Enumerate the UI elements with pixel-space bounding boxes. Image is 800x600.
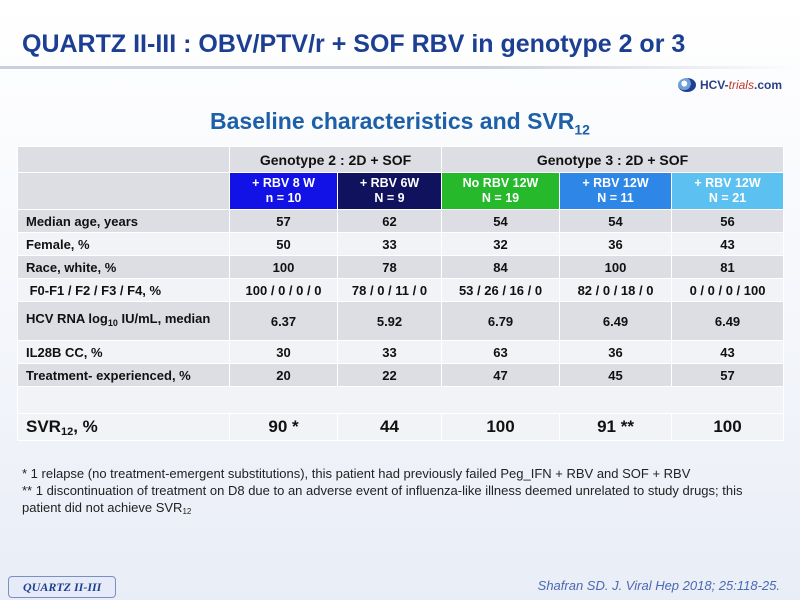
table-cell: 6.37 bbox=[229, 301, 338, 341]
table-cell: 45 bbox=[559, 363, 673, 387]
table-cell: 57 bbox=[671, 363, 785, 387]
svr-cell: 100 bbox=[671, 413, 785, 441]
row-label: Median age, years bbox=[17, 209, 230, 233]
globe-icon bbox=[677, 78, 696, 92]
table-cell: 57 bbox=[229, 209, 338, 233]
table-cell: 47 bbox=[441, 363, 561, 387]
table-cell: 30 bbox=[229, 340, 338, 364]
baseline-characteristics-table: Genotype 2 : 2D + SOF Genotype 3 : 2D + … bbox=[16, 146, 785, 441]
table-cell: 22 bbox=[336, 363, 443, 387]
arm-g3-no-rbv-12w: No RBV 12W N = 19 bbox=[441, 172, 561, 210]
table-cell: 100 bbox=[229, 255, 338, 279]
table-cell: 0 / 0 / 0 / 100 bbox=[671, 278, 785, 302]
study-badge: QUARTZ II-III bbox=[8, 576, 117, 598]
table-row: Female, % 50 33 32 36 43 bbox=[17, 232, 785, 256]
table-row: Treatment- experienced, % 20 22 47 45 57 bbox=[17, 363, 785, 387]
table-cell: 36 bbox=[559, 232, 673, 256]
footnote-discontinuation: ** 1 discontinuation of treatment on D8 … bbox=[22, 483, 743, 516]
table-cell: 6.49 bbox=[559, 301, 673, 341]
table-row: IL28B CC, % 30 33 63 36 43 bbox=[17, 340, 785, 364]
row-label: IL28B CC, % bbox=[17, 340, 230, 364]
spacer-cell bbox=[16, 386, 785, 414]
row-label: Race, white, % bbox=[17, 255, 230, 279]
table-cell: 62 bbox=[336, 209, 443, 233]
table-cell: 53 / 26 / 16 / 0 bbox=[441, 278, 561, 302]
svr-cell: 91 ** bbox=[559, 413, 673, 441]
table-cell: 56 bbox=[671, 209, 785, 233]
table-row: HCV RNA log10 IU/mL, median 6.37 5.92 6.… bbox=[17, 301, 785, 341]
table-cell: 50 bbox=[229, 232, 338, 256]
table-cell: 54 bbox=[441, 209, 561, 233]
table-cell: 33 bbox=[336, 340, 443, 364]
svr-label: SVR12, % bbox=[17, 413, 230, 441]
table-cell: 32 bbox=[441, 232, 561, 256]
genotype-2-header: Genotype 2 : 2D + SOF bbox=[228, 146, 443, 173]
svr-cell: 100 bbox=[441, 413, 561, 441]
table-cell: 20 bbox=[229, 363, 338, 387]
genotype-3-header: Genotype 3 : 2D + SOF bbox=[441, 146, 785, 173]
row-label: F0-F1 / F2 / F3 / F4, % bbox=[17, 278, 230, 302]
table-cell: 63 bbox=[441, 340, 561, 364]
logo-text: HCV-trials.com bbox=[699, 78, 782, 92]
table-cell: 100 / 0 / 0 / 0 bbox=[229, 278, 338, 302]
table-cell: 33 bbox=[336, 232, 443, 256]
table-cell: 84 bbox=[441, 255, 561, 279]
genotype-header-row: Genotype 2 : 2D + SOF Genotype 3 : 2D + … bbox=[17, 146, 785, 173]
title-divider bbox=[0, 66, 800, 69]
slide-title: QUARTZ II-III : OBV/PTV/r + SOF RBV in g… bbox=[22, 30, 686, 58]
footnotes: * 1 relapse (no treatment-emergent subst… bbox=[22, 465, 782, 520]
table-cell: 6.49 bbox=[671, 301, 785, 341]
row-label: HCV RNA log10 IU/mL, median bbox=[17, 301, 230, 341]
svr-cell: 90 * bbox=[229, 413, 338, 441]
table-cell: 82 / 0 / 18 / 0 bbox=[559, 278, 673, 302]
svr-cell: 44 bbox=[336, 413, 443, 441]
table-cell: 78 / 0 / 11 / 0 bbox=[336, 278, 443, 302]
arm-g2-rbv-6w: + RBV 6W N = 9 bbox=[336, 172, 443, 210]
svr-row: SVR12, % 90 * 44 100 91 ** 100 bbox=[17, 413, 785, 441]
table-cell: 54 bbox=[559, 209, 673, 233]
table-cell: 43 bbox=[671, 340, 785, 364]
hcv-trials-logo: HCV-trials.com bbox=[677, 76, 782, 94]
header-blank-cell bbox=[17, 146, 230, 173]
table-row: Median age, years 57 62 54 54 56 bbox=[17, 209, 785, 233]
table-cell: 36 bbox=[559, 340, 673, 364]
table-cell: 78 bbox=[336, 255, 443, 279]
table-row: F0-F1 / F2 / F3 / F4, % 100 / 0 / 0 / 0 … bbox=[17, 278, 785, 302]
arm-blank-cell bbox=[17, 172, 230, 210]
row-label: Female, % bbox=[17, 232, 230, 256]
citation: Shafran SD. J. Viral Hep 2018; 25:118-25… bbox=[537, 578, 780, 593]
table-cell: 100 bbox=[559, 255, 673, 279]
table-heading: Baseline characteristics and SVR12 bbox=[210, 108, 590, 138]
table-cell: 43 bbox=[671, 232, 785, 256]
table-cell: 6.79 bbox=[441, 301, 561, 341]
arm-g3-rbv-12w-n11: + RBV 12W N = 11 bbox=[559, 172, 673, 210]
row-label: Treatment- experienced, % bbox=[17, 363, 230, 387]
table-cell: 5.92 bbox=[336, 301, 443, 341]
arm-g3-rbv-12w-n21: + RBV 12W N = 21 bbox=[671, 172, 785, 210]
spacer-row bbox=[16, 386, 785, 414]
table-cell: 81 bbox=[671, 255, 785, 279]
table-row: Race, white, % 100 78 84 100 81 bbox=[17, 255, 785, 279]
footnote-relapse: * 1 relapse (no treatment-emergent subst… bbox=[22, 466, 691, 481]
